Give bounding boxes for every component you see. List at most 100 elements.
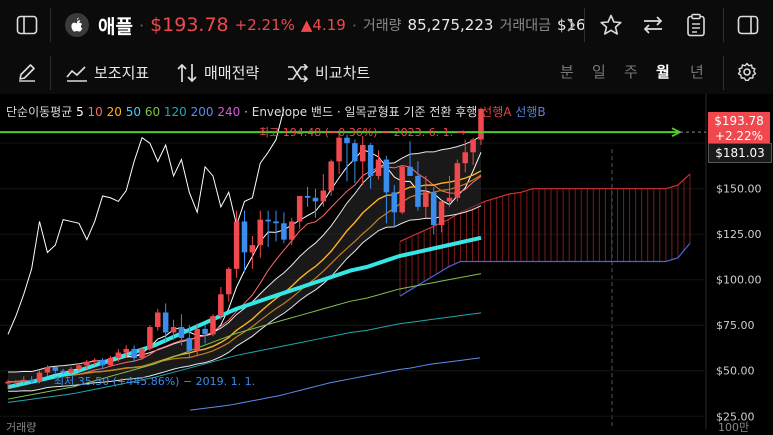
candle-body bbox=[446, 197, 453, 202]
divider bbox=[584, 8, 585, 42]
candle-body bbox=[60, 370, 66, 373]
panel-toggle-icon[interactable] bbox=[737, 15, 759, 35]
ma-period-label: 60 bbox=[141, 105, 161, 119]
candle-body bbox=[186, 337, 193, 351]
trading-strategy-button[interactable]: 매매전략 bbox=[176, 62, 259, 83]
volume-value: 85,275,223 bbox=[407, 16, 494, 34]
ma-label: 단순이동평균 bbox=[6, 105, 73, 119]
period-tab[interactable]: 분 bbox=[560, 63, 574, 81]
ma200-line bbox=[189, 357, 481, 411]
candle-body bbox=[5, 381, 11, 384]
candle-body bbox=[36, 372, 43, 382]
candle-body bbox=[170, 327, 177, 333]
period-tab[interactable]: 주 bbox=[624, 63, 638, 81]
candle-body bbox=[265, 219, 271, 222]
candle-body bbox=[218, 294, 224, 317]
stock-price: $193.78 bbox=[150, 14, 229, 36]
divider bbox=[723, 8, 724, 42]
candle-body bbox=[225, 268, 232, 295]
sidebar-toggle-icon[interactable] bbox=[16, 15, 38, 35]
y-tick-label: $125.00 bbox=[716, 228, 762, 241]
y-tick-label: $25.00 bbox=[716, 410, 755, 423]
pencil-icon[interactable] bbox=[17, 62, 37, 82]
candle-body bbox=[210, 316, 216, 335]
aux-indicator-button[interactable]: 보조지표 bbox=[66, 62, 149, 83]
candle-body bbox=[383, 159, 390, 193]
ma-period-label: 5 bbox=[76, 105, 84, 119]
candle-body bbox=[478, 108, 484, 140]
envelope-band bbox=[8, 136, 481, 392]
candle-body bbox=[52, 367, 59, 371]
price-chart[interactable]: $175.00$150.00$125.00$100.00$75.00$50.00… bbox=[0, 94, 773, 429]
y-tick-label: $150.00 bbox=[716, 183, 762, 196]
divider bbox=[50, 8, 51, 42]
current-price-label: $193.78 +2.22% bbox=[708, 112, 770, 147]
separator-dot: · bbox=[351, 15, 357, 35]
candle-body bbox=[430, 192, 437, 226]
star-icon[interactable] bbox=[599, 14, 623, 36]
compare-chart-label: 비교차트 bbox=[315, 64, 371, 82]
trend-line-icon bbox=[66, 65, 87, 82]
ma-period-label: 120 bbox=[160, 105, 187, 119]
separator-dot: · bbox=[138, 15, 145, 35]
stock-name: 애플 bbox=[98, 15, 133, 38]
ma-period-label: 50 bbox=[121, 105, 141, 119]
candle-body bbox=[415, 175, 421, 207]
candle-body bbox=[359, 144, 366, 162]
clipboard-icon[interactable] bbox=[686, 13, 706, 37]
indicator-legend: 단순이동평균 5 10 20 50 60 120 200 240 · Envel… bbox=[6, 103, 546, 120]
y-tick-label: $50.00 bbox=[716, 365, 755, 378]
ma-period-label: 200 bbox=[186, 105, 214, 119]
volume-axis-label: 100만 bbox=[718, 421, 750, 434]
candle-body bbox=[454, 163, 461, 198]
candle-body bbox=[147, 327, 153, 349]
candle-body bbox=[155, 312, 161, 328]
ma-period-label: 10 bbox=[83, 105, 103, 119]
settings-gear-icon[interactable] bbox=[737, 62, 757, 82]
period-tab[interactable]: 일 bbox=[592, 63, 606, 81]
candle-body bbox=[68, 368, 74, 373]
candle-body bbox=[367, 144, 374, 176]
ichimoku-label: 밴드 · 일목균형표 기준 전환 후행 bbox=[310, 105, 478, 119]
candle-body bbox=[391, 192, 398, 213]
ma-period-label: 240 bbox=[213, 105, 241, 119]
candle-body bbox=[320, 190, 327, 202]
chevron-right-icon[interactable] bbox=[566, 18, 576, 32]
amount-value: $16 bbox=[556, 16, 586, 34]
candle-body bbox=[399, 166, 405, 213]
candle-body bbox=[273, 221, 279, 224]
candle-body bbox=[470, 139, 476, 153]
ma60-line bbox=[7, 273, 482, 400]
shuffle-icon bbox=[288, 63, 309, 82]
compare-chart-button[interactable]: 비교차트 bbox=[287, 62, 370, 83]
volume-label: 거래량 bbox=[362, 18, 402, 34]
amount-label: 거래대금 bbox=[499, 18, 551, 34]
candle-body bbox=[84, 361, 90, 366]
ma120-line bbox=[7, 312, 482, 403]
period-tab[interactable]: 월 bbox=[656, 63, 670, 81]
envelope-label: Envelope bbox=[251, 105, 308, 119]
candle-body bbox=[131, 348, 137, 358]
candle-body bbox=[123, 348, 130, 353]
candle-body bbox=[375, 159, 382, 176]
change-percent: +2.21% bbox=[234, 16, 295, 34]
swap-icon[interactable] bbox=[641, 15, 665, 35]
candle-body bbox=[462, 152, 468, 164]
candle-body bbox=[257, 219, 264, 246]
candle-body bbox=[407, 166, 413, 176]
envelope-lower bbox=[8, 205, 482, 392]
separator-dot: · bbox=[244, 105, 248, 119]
candle-body bbox=[281, 223, 287, 240]
candle-body bbox=[162, 312, 169, 333]
period-tab[interactable]: 년 bbox=[690, 63, 704, 81]
candle-body bbox=[241, 221, 248, 253]
ticker-header: 애플 · $193.78 +2.21% ▲4.19 · 거래량 85,275,2… bbox=[0, 0, 773, 51]
candle-body bbox=[304, 195, 311, 198]
candle-body bbox=[289, 221, 295, 240]
horizontal-line-price: $181.03 bbox=[715, 146, 765, 160]
lagging-span-line bbox=[7, 108, 285, 335]
horizontal-line-label: $181.03 bbox=[708, 143, 772, 163]
candle-body bbox=[13, 381, 19, 383]
change-amount: ▲4.19 bbox=[300, 16, 346, 34]
candle-body bbox=[139, 348, 145, 358]
